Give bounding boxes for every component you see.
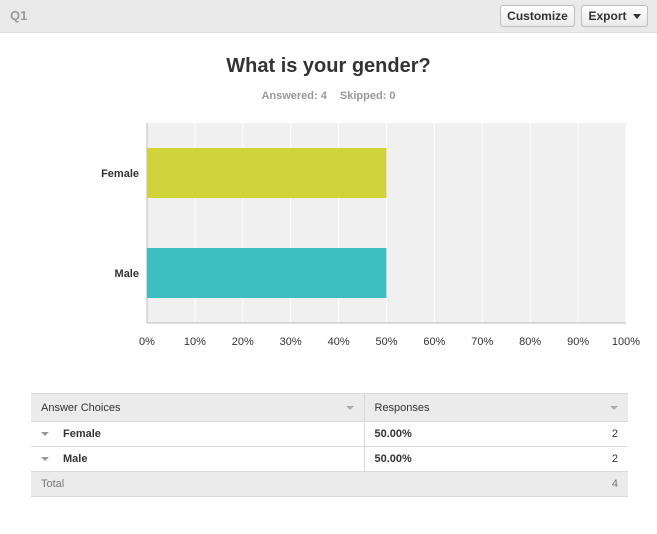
answer-choices-header[interactable]: Answer Choices [31, 393, 365, 422]
choice-label: Female [63, 428, 101, 440]
response-cell: 50.00% 2 [364, 421, 628, 447]
export-label: Export [588, 9, 627, 23]
customize-button[interactable]: Customize [500, 5, 575, 27]
x-tick-label: 90% [567, 336, 589, 348]
choice-cell: Male [31, 446, 365, 472]
bar [147, 148, 387, 198]
choice-label: Male [63, 453, 88, 465]
question-number: Q1 [10, 8, 28, 23]
x-tick-label: 50% [375, 336, 397, 348]
x-tick-label: 10% [184, 336, 206, 348]
export-button[interactable]: Export [581, 5, 648, 27]
x-tick-label: 80% [519, 336, 541, 348]
bar-chart: 0% 10% 20% 30% 40% 50% 60% 70% 80% 90% 100% Female M… [101, 123, 640, 348]
chevron-down-icon [632, 14, 641, 19]
x-tick-label: 70% [471, 336, 493, 348]
response-count: 2 [611, 428, 618, 440]
skipped-count: Skipped: 0 [339, 90, 396, 102]
response-percent: 50.00% [374, 428, 412, 440]
answer-choices-header-label: Answer Choices [41, 401, 121, 414]
x-tick-label: 20% [232, 336, 254, 348]
choice-cell: Female [31, 421, 365, 447]
response-cell: 50.00% 2 [364, 446, 628, 472]
answered-count: Answered: 4 [261, 90, 327, 102]
table-row: Female 50.00% 2 [31, 421, 628, 447]
total-label: Total [31, 471, 364, 497]
x-tick-label: 60% [423, 336, 445, 348]
question-header-bar: Q1 Customize Export [0, 0, 657, 33]
x-tick-label: 30% [280, 336, 302, 348]
response-stats: Answered: 4 Skipped: 0 [0, 90, 657, 102]
category-label: Male [115, 268, 139, 280]
customize-label: Customize [507, 9, 568, 23]
question-title: What is your gender? [226, 55, 431, 77]
total-row: Total 4 [31, 471, 628, 497]
responses-header[interactable]: Responses [364, 393, 628, 422]
x-tick-label: 0% [139, 336, 155, 348]
sort-icon [345, 406, 354, 410]
category-label: Female [101, 168, 139, 180]
table-header-row: Answer Choices Responses [31, 393, 628, 422]
x-tick-label: 40% [328, 336, 350, 348]
table-row: Male 50.00% 2 [31, 446, 628, 472]
total-count: 4 [611, 478, 618, 490]
total-cell: 4 [364, 471, 628, 497]
responses-header-label: Responses [374, 401, 430, 414]
response-percent: 50.00% [374, 453, 412, 465]
response-count: 2 [611, 453, 618, 465]
sort-icon [610, 406, 618, 410]
x-tick-label: 100% [612, 336, 640, 348]
expand-icon[interactable] [41, 432, 49, 437]
bar [147, 248, 387, 298]
expand-icon[interactable] [41, 457, 49, 462]
response-table: Answer Choices Responses Female 50.00% 2 … [31, 393, 628, 497]
